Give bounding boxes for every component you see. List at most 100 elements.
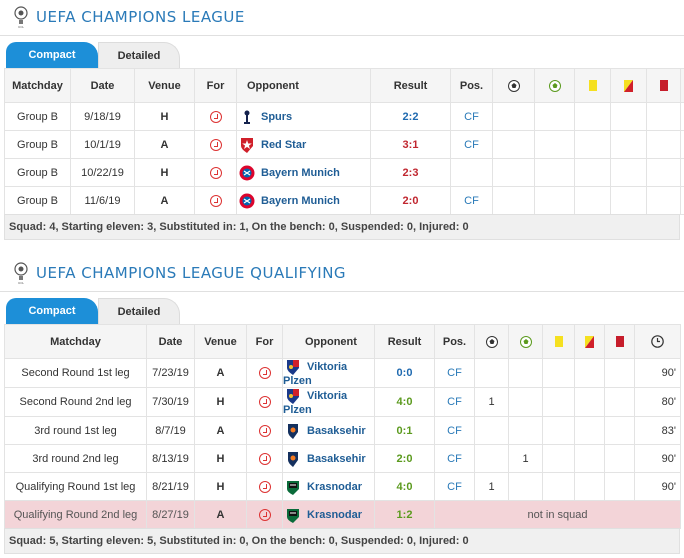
header-date[interactable]: Date <box>146 324 195 359</box>
club-logo-icon <box>258 452 271 465</box>
header-minutes[interactable] <box>634 324 681 359</box>
for-cell[interactable] <box>194 102 237 131</box>
opponent-cell[interactable]: Krasnodar <box>282 472 375 501</box>
matchday-cell[interactable]: 3rd round 1st leg <box>4 416 147 445</box>
header-matchday[interactable]: Matchday <box>4 324 147 359</box>
opponent-name[interactable]: Red Star <box>261 138 307 151</box>
header-red[interactable] <box>646 68 681 103</box>
opponent-cell[interactable]: Viktoria Plzen <box>282 387 375 417</box>
matchday-cell[interactable]: Second Round 2nd leg <box>4 387 147 417</box>
for-cell[interactable] <box>246 472 283 501</box>
for-cell[interactable] <box>246 358 283 388</box>
result-cell[interactable]: 1:2 <box>374 500 435 529</box>
for-cell[interactable] <box>194 158 237 187</box>
opponent-cell[interactable]: Spurs <box>236 102 371 131</box>
header-for[interactable]: For <box>246 324 283 359</box>
matchday-cell[interactable]: Group B <box>4 158 71 187</box>
venue-cell: A <box>194 358 247 388</box>
for-cell[interactable] <box>246 387 283 417</box>
opponent-name[interactable]: Spurs <box>261 110 293 123</box>
for-cell[interactable] <box>246 416 283 445</box>
opponent-cell[interactable]: Basaksehir <box>282 416 375 445</box>
header-assists[interactable] <box>508 324 543 359</box>
for-cell[interactable] <box>246 500 283 529</box>
header-assists[interactable] <box>534 68 575 103</box>
matches-table: Matchday Date Venue For Opponent Result … <box>4 68 684 215</box>
for-cell[interactable] <box>194 186 237 215</box>
matchday-cell[interactable]: Qualifying Round 1st leg <box>4 472 147 501</box>
tab-detailed[interactable]: Detailed <box>98 298 180 324</box>
opponent-name[interactable]: Krasnodar <box>307 480 363 493</box>
venue-cell: H <box>194 472 247 501</box>
opponent-name[interactable]: Bayern Munich <box>261 194 340 207</box>
header-opponent[interactable]: Opponent <box>236 68 371 103</box>
header-second-yellow[interactable] <box>610 68 647 103</box>
header-venue[interactable]: Venue <box>194 324 247 359</box>
opponent-name[interactable]: Viktoria Plzen <box>283 360 348 387</box>
header-result[interactable]: Result <box>374 324 435 359</box>
yellow-cell <box>542 387 575 417</box>
matchday-cell[interactable]: Group B <box>4 102 71 131</box>
header-for[interactable]: For <box>194 68 237 103</box>
header-matchday[interactable]: Matchday <box>4 68 71 103</box>
header-opponent[interactable]: Opponent <box>282 324 375 359</box>
opponent-cell[interactable]: Krasnodar <box>282 500 375 529</box>
opponent-name[interactable]: Viktoria Plzen <box>283 389 348 416</box>
header-minutes[interactable] <box>680 68 684 103</box>
tab-detailed[interactable]: Detailed <box>98 42 180 68</box>
squad-summary: Squad: 4, Starting eleven: 3, Substitute… <box>4 214 680 240</box>
result-cell[interactable]: 0:0 <box>374 358 435 388</box>
red-cell <box>604 387 635 417</box>
matchday-cell[interactable]: Group B <box>4 130 71 159</box>
table-row: Group B10/1/19A Red Star 3:1CF 90' <box>4 130 684 159</box>
result-cell[interactable]: 2:0 <box>374 444 435 473</box>
opponent-name[interactable]: Basaksehir <box>307 424 366 437</box>
result-cell[interactable]: 2:0 <box>370 186 451 215</box>
header-pos[interactable]: Pos. <box>434 324 475 359</box>
minutes-cell: 90' <box>634 444 681 473</box>
result-cell[interactable]: 2:3 <box>370 158 451 187</box>
header-red[interactable] <box>604 324 635 359</box>
second-yellow-cell <box>574 416 605 445</box>
result-cell[interactable]: 4:0 <box>374 472 435 501</box>
result-cell[interactable]: 0:1 <box>374 416 435 445</box>
header-goals[interactable] <box>492 68 535 103</box>
opponent-cell[interactable]: Bayern Munich <box>236 186 371 215</box>
header-venue[interactable]: Venue <box>134 68 195 103</box>
header-yellow[interactable] <box>574 68 611 103</box>
matchday-cell[interactable]: Second Round 1st leg <box>4 358 147 388</box>
venue-cell: A <box>134 186 195 215</box>
for-cell[interactable] <box>246 444 283 473</box>
matchday-cell[interactable]: Group B <box>4 186 71 215</box>
minutes-cell: 83' <box>634 416 681 445</box>
goal-ball-icon <box>485 335 498 348</box>
result-cell[interactable]: 4:0 <box>374 387 435 417</box>
opponent-cell[interactable]: Red Star <box>236 130 371 159</box>
result-cell[interactable]: 3:1 <box>370 130 451 159</box>
header-second-yellow[interactable] <box>574 324 605 359</box>
header-yellow[interactable] <box>542 324 575 359</box>
opponent-cell[interactable]: Basaksehir <box>282 444 375 473</box>
for-cell[interactable] <box>194 130 237 159</box>
header-result[interactable]: Result <box>370 68 451 103</box>
result-cell[interactable]: 2:2 <box>370 102 451 131</box>
matchday-cell[interactable]: 3rd round 2nd leg <box>4 444 147 473</box>
red-cell <box>646 102 681 131</box>
table-header-row: Matchday Date Venue For Opponent Result … <box>4 68 684 103</box>
matchday-cell[interactable]: Qualifying Round 2nd leg <box>4 500 147 529</box>
opponent-name[interactable]: Basaksehir <box>307 452 366 465</box>
tab-compact[interactable]: Compact <box>6 298 98 324</box>
opponent-cell[interactable]: Viktoria Plzen <box>282 358 375 388</box>
opponent-name[interactable]: Bayern Munich <box>261 166 340 179</box>
header-pos[interactable]: Pos. <box>450 68 493 103</box>
header-goals[interactable] <box>474 324 509 359</box>
tab-compact[interactable]: Compact <box>6 42 98 68</box>
table-header-row: Matchday Date Venue For Opponent Result … <box>4 324 681 359</box>
club-logo-icon <box>258 508 271 521</box>
header-date[interactable]: Date <box>70 68 135 103</box>
opponent-cell[interactable]: Bayern Munich <box>236 158 371 187</box>
assists-cell <box>508 472 543 501</box>
svg-text:UCL: UCL <box>18 281 24 285</box>
opponent-name[interactable]: Krasnodar <box>307 508 363 521</box>
yellow-red-card-icon <box>585 335 594 348</box>
